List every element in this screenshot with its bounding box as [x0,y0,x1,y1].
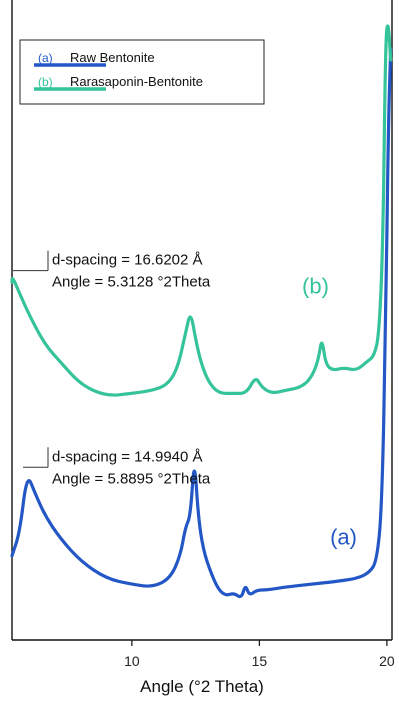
x-tick-label: 15 [252,653,268,669]
series-line-b [10,24,393,397]
annotation-angle: Angle = 5.8895 °2Theta [52,470,211,487]
x-axis-label: Angle (°2 Theta) [140,677,264,696]
legend-label: Raw Bentonite [70,50,155,65]
x-tick-label: 20 [379,653,395,669]
plot-axes [11,0,393,641]
legend-tag: (a) [38,51,53,65]
annotation-angle: Angle = 5.3128 °2Theta [52,274,211,291]
curve-label-b: (b) [302,274,329,299]
peak-annotation-b: d-spacing = 16.6202 Å Angle = 5.3128 °2Th… [13,250,211,291]
legend-tag: (b) [38,75,53,89]
legend-item-a: (a) Raw Bentonite [34,50,155,67]
peak-annotation-a: d-spacing = 14.9940 Å Angle = 5.8895 °2Th… [23,447,211,487]
series-lines [10,24,393,599]
curve-label-a: (a) [330,524,357,549]
legend-label: Rarasaponin-Bentonite [70,74,203,89]
series-labels: (b) (a) [302,274,357,550]
x-ticks: 10 15 20 [124,640,395,669]
legend: (a) Raw Bentonite (b) Rarasaponin-Bentonite [19,39,265,105]
legend-item-b: (b) Rarasaponin-Bentonite [34,74,203,91]
x-tick-label: 10 [124,653,140,669]
series-line-a [10,46,393,599]
peak-annotations: d-spacing = 16.6202 Å Angle = 5.3128 °2Th… [13,250,211,487]
legend-box [19,39,265,105]
annotation-d-spacing: d-spacing = 14.9940 Å [52,448,203,465]
annotation-d-spacing: d-spacing = 16.6202 Å [52,252,203,269]
